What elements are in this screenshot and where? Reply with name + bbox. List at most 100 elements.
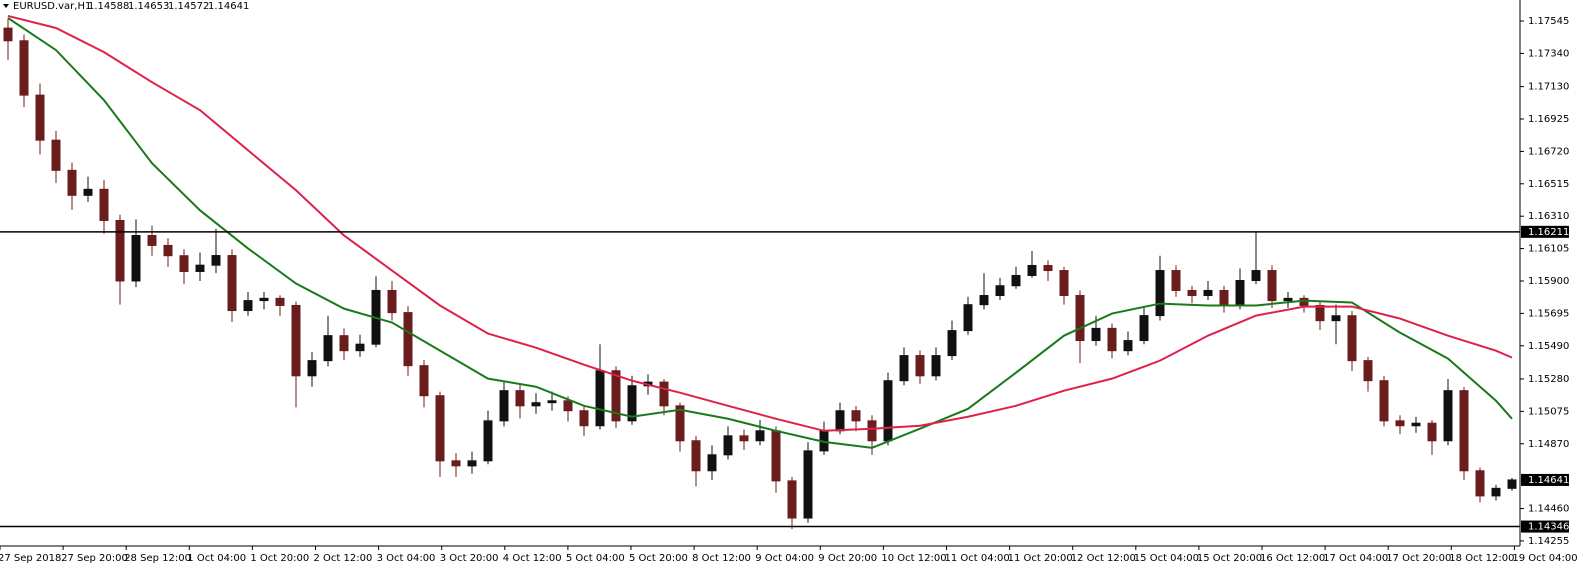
- candle-body: [1411, 422, 1421, 427]
- candle-body: [1171, 270, 1181, 291]
- moving-average: [7, 14, 1513, 432]
- candle-body: [1027, 264, 1037, 276]
- candle-body: [1315, 304, 1325, 322]
- candle-body: [1155, 270, 1165, 317]
- candle-body: [83, 188, 93, 196]
- x-tick-label: 27 Sep 20:00: [61, 553, 128, 564]
- candle-body: [931, 355, 941, 377]
- y-tick-label: 1.16925: [1528, 114, 1569, 125]
- candle-body: [339, 335, 349, 352]
- x-tick-label: 27 Sep 2018: [0, 553, 61, 564]
- candle-body: [579, 410, 589, 427]
- candle-body: [691, 440, 701, 472]
- candle-body: [435, 395, 445, 462]
- x-tick-label: 11 Oct 04:00: [945, 553, 1010, 564]
- candle-body: [1267, 270, 1277, 302]
- current-price-bg: [1521, 473, 1569, 486]
- candle-body: [1107, 327, 1117, 352]
- current-price-label: 1.14641: [1528, 475, 1569, 486]
- candle-body: [1075, 295, 1085, 342]
- low: 1.14572: [168, 1, 209, 12]
- x-tick-label: 11 Oct 20:00: [1008, 553, 1073, 564]
- candle-body: [195, 264, 205, 272]
- open: 1.14588: [88, 1, 129, 12]
- candle-body: [1139, 315, 1149, 342]
- candle-body: [291, 304, 301, 377]
- candle-body: [707, 454, 717, 472]
- x-tick-label: 4 Oct 12:00: [503, 553, 562, 564]
- candle-body: [883, 380, 893, 442]
- candle-body: [1059, 270, 1069, 297]
- candle-body: [387, 289, 397, 314]
- level-label: 1.14346: [1528, 522, 1569, 533]
- menu-arrow: [3, 4, 9, 8]
- x-tick-label: 17 Oct 20:00: [1386, 553, 1451, 564]
- candle-body: [547, 400, 557, 404]
- candle-body: [323, 335, 333, 362]
- x-tick-label: 2 Oct 12:00: [314, 553, 373, 564]
- x-tick-label: 17 Oct 04:00: [1323, 553, 1388, 564]
- candle-body: [99, 188, 109, 221]
- candle-body: [147, 234, 157, 246]
- candle-body: [755, 430, 765, 442]
- candle-body: [595, 370, 605, 427]
- x-tick-label: 1 Oct 20:00: [250, 553, 309, 564]
- candle-body: [803, 450, 813, 519]
- y-tick-label: 1.16310: [1528, 211, 1569, 222]
- x-tick-label: 19 Oct 04:00: [1512, 553, 1577, 564]
- candle-body: [115, 219, 125, 282]
- x-tick-label: 8 Oct 12:00: [692, 553, 751, 564]
- candle-body: [1235, 280, 1245, 306]
- candle-body: [1475, 470, 1485, 497]
- candle-body: [67, 169, 77, 196]
- y-tick-label: 1.17545: [1528, 16, 1569, 27]
- candle-body: [915, 355, 925, 377]
- y-tick-label: 1.15075: [1528, 406, 1569, 417]
- x-tick-label: 3 Oct 04:00: [377, 553, 436, 564]
- level-label-bg: [1521, 520, 1569, 533]
- candle-body: [1427, 422, 1437, 442]
- candle-body: [979, 295, 989, 306]
- y-tick-label: 1.15490: [1528, 341, 1569, 352]
- candle-body: [947, 330, 957, 357]
- close: 1.14641: [208, 1, 249, 12]
- candle-body: [1203, 289, 1213, 297]
- candle-body: [451, 460, 461, 467]
- candle-body: [851, 410, 861, 422]
- candle-body: [963, 304, 973, 332]
- candle-body: [51, 139, 61, 171]
- x-tick-label: 15 Oct 20:00: [1197, 553, 1262, 564]
- candle-body: [483, 420, 493, 462]
- x-tick-label: 5 Oct 20:00: [629, 553, 688, 564]
- y-tick-label: 1.16105: [1528, 244, 1569, 255]
- symbol: EURUSD.var,H1: [13, 1, 91, 12]
- candle-body: [1299, 297, 1309, 306]
- candle-body: [1507, 479, 1517, 489]
- x-tick-label: 12 Oct 12:00: [1071, 553, 1136, 564]
- candle-body: [611, 370, 621, 422]
- x-tick-label: 1 Oct 04:00: [187, 553, 246, 564]
- y-tick-label: 1.15280: [1528, 374, 1569, 385]
- candle-body: [1395, 420, 1405, 427]
- moving-average: [7, 17, 1513, 449]
- candle-body: [787, 480, 797, 519]
- x-tick-label: 28 Sep 12:00: [124, 553, 191, 564]
- high: 1.14653: [128, 1, 169, 12]
- candle-body: [211, 255, 221, 266]
- candle-body: [3, 27, 13, 42]
- candle-body: [675, 405, 685, 442]
- y-tick-label: 1.14255: [1528, 536, 1569, 547]
- candle-body: [243, 300, 253, 312]
- y-tick-label: 1.16720: [1528, 146, 1569, 157]
- candle-body: [275, 297, 285, 306]
- candle-body: [563, 400, 573, 412]
- candle-body: [627, 385, 637, 422]
- candle-body: [1219, 289, 1229, 306]
- y-tick-label: 1.16515: [1528, 179, 1569, 190]
- candle-body: [355, 343, 365, 352]
- candle-body: [1491, 487, 1501, 497]
- y-tick-label: 1.17340: [1528, 48, 1569, 59]
- candle-body: [307, 360, 317, 377]
